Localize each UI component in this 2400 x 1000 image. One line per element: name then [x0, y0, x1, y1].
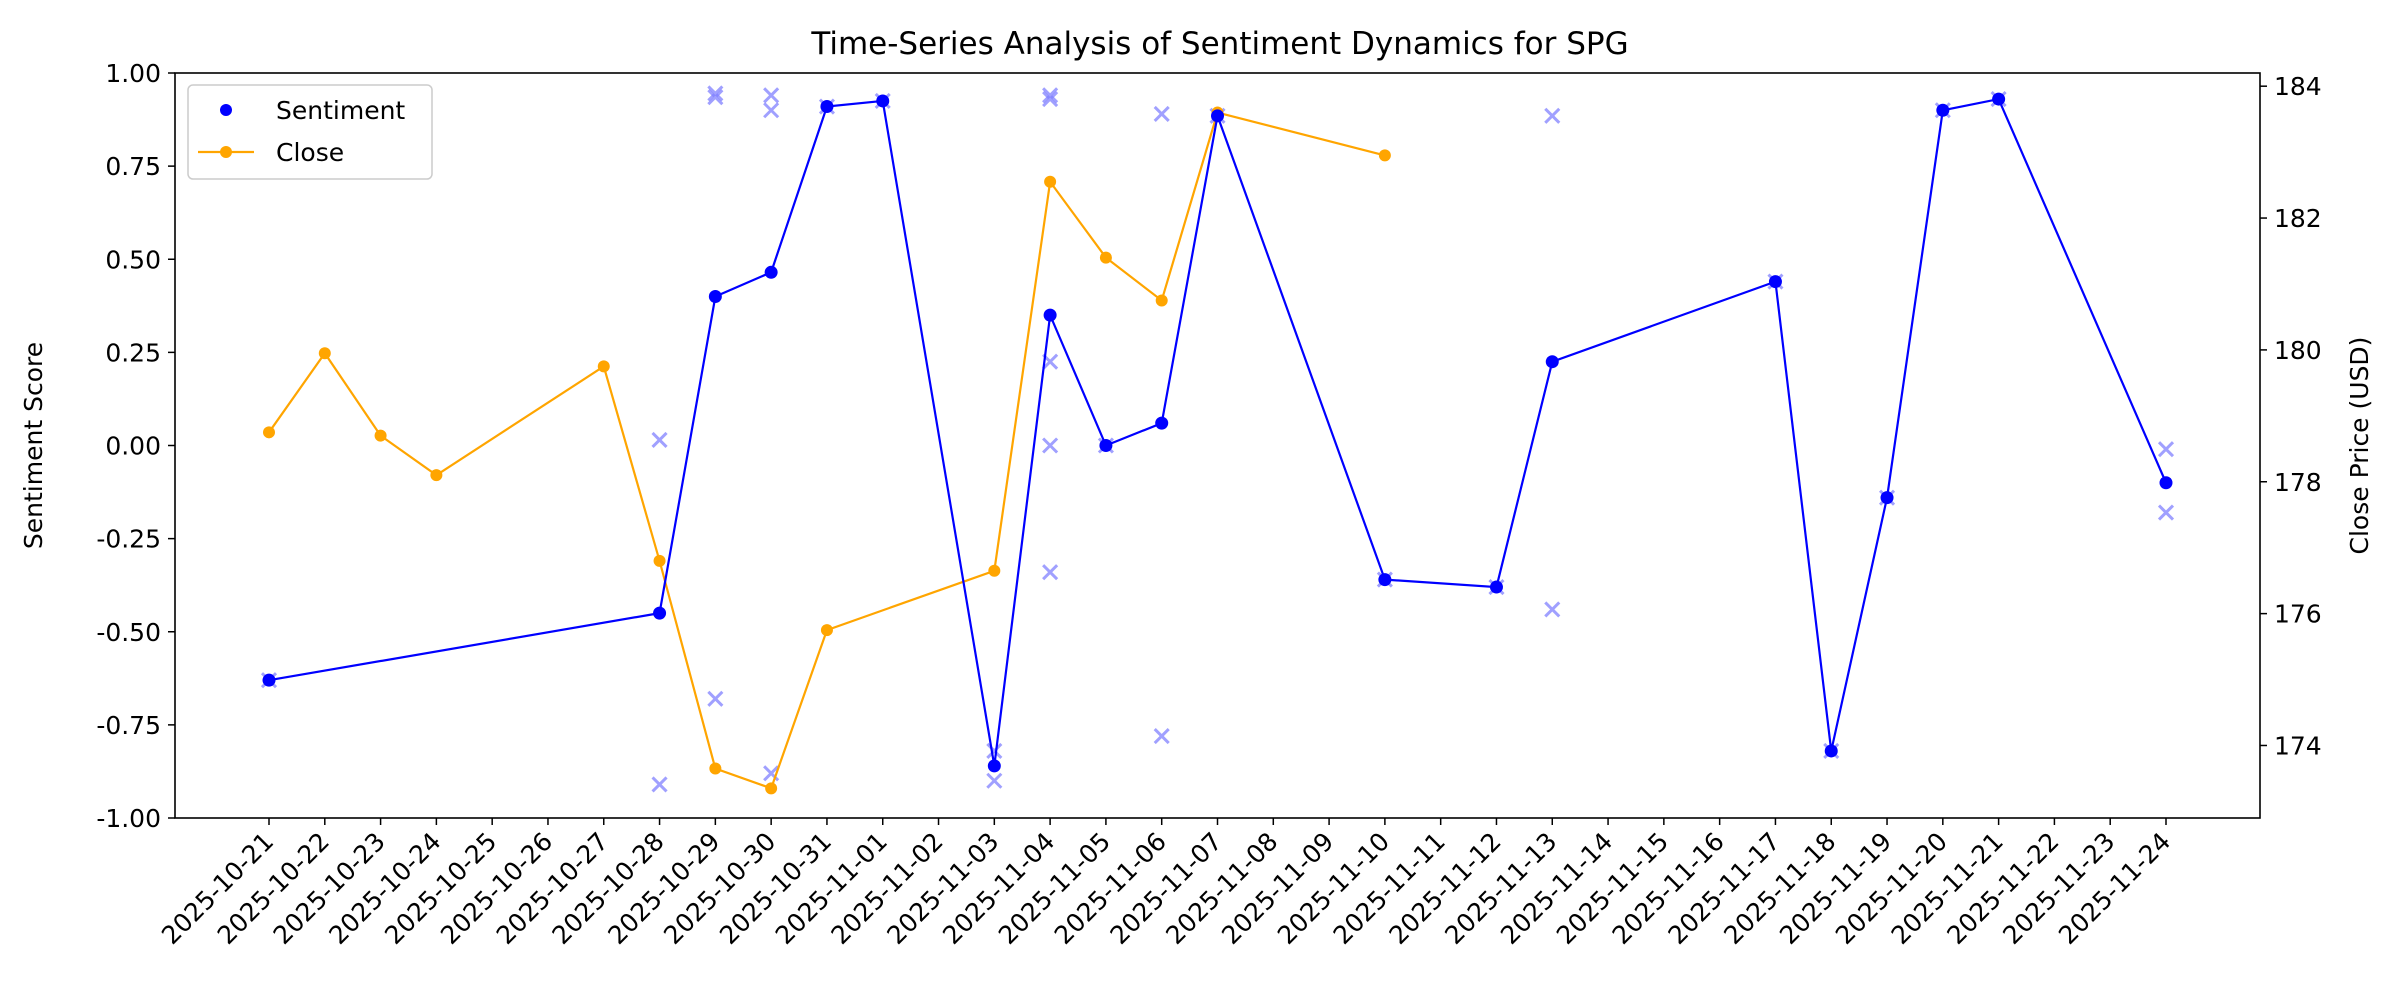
legend-box	[187, 84, 433, 180]
sentiment-point	[820, 100, 834, 114]
raw-sentiment-point	[1042, 564, 1059, 581]
legend-close-marker	[220, 146, 232, 158]
y2-tick-label: 178	[2274, 468, 2322, 497]
y2-axis-label: Close Price (USD)	[2345, 337, 2374, 555]
close-point	[430, 469, 443, 482]
sentiment-point	[1043, 308, 1057, 322]
y-axis-label: Sentiment Score	[19, 342, 48, 549]
raw-sentiment-point	[1153, 727, 1170, 745]
sentiment-point	[708, 290, 722, 303]
y2-tick-label: 176	[2274, 600, 2322, 629]
sentiment-point	[1155, 416, 1169, 430]
close-point	[597, 360, 610, 373]
close-point	[1099, 251, 1112, 264]
y-axis-left: -1.00 -0.75 -0.50 -0.25 0.00 0.25 0.50 0.75 1.00	[96, 59, 175, 833]
close-point	[318, 347, 331, 360]
sentiment-point	[1992, 92, 2006, 106]
raw-sentiment-point	[763, 102, 780, 119]
y-tick-label: -0.50	[96, 618, 161, 647]
raw-sentiment-point	[707, 89, 724, 106]
legend: Sentiment Close	[187, 84, 433, 180]
raw-sentiment-point	[2157, 441, 2175, 458]
raw-sentiment-point	[651, 431, 668, 448]
close-point	[653, 554, 666, 567]
sentiment-point	[653, 606, 667, 620]
sentiment-point	[262, 673, 276, 687]
y2-tick-label: 174	[2274, 731, 2322, 760]
sentiment-point	[1936, 103, 1950, 117]
close-point	[1155, 294, 1168, 307]
sentiment-point	[1824, 744, 1838, 758]
sentiment-series-layer	[262, 92, 2173, 773]
close-series-layer	[263, 106, 1391, 795]
y-tick-label: -1.00	[96, 804, 161, 833]
raw-sentiment-point	[1544, 601, 1561, 618]
sentiment-point	[987, 759, 1001, 773]
y-tick-label: -0.75	[96, 711, 161, 740]
legend-sentiment-label: Sentiment	[276, 96, 405, 125]
legend-sentiment-marker	[220, 104, 232, 116]
y-tick-label: 0.50	[105, 245, 161, 274]
raw-sentiment-point	[1544, 107, 1561, 124]
raw-sentiment-point	[986, 772, 1003, 789]
sentiment-point	[1489, 580, 1503, 594]
sentiment-point	[1545, 355, 1559, 369]
sentiment-point	[1211, 109, 1224, 123]
y-tick-label: 0.75	[105, 152, 161, 181]
y-axis-right: 174 176 178 180 182 184	[2260, 72, 2322, 760]
close-point	[820, 624, 833, 637]
y2-tick-label: 182	[2274, 204, 2322, 233]
close-point	[374, 429, 387, 442]
sentiment-point	[764, 265, 778, 279]
y2-tick-label: 184	[2274, 72, 2322, 101]
raw-sentiment-point	[707, 85, 724, 102]
raw-sentiment-point	[651, 776, 668, 793]
raw-sentiment-point	[2157, 504, 2175, 521]
sentiment-point	[2159, 476, 2173, 490]
sentiment-point	[1768, 275, 1782, 289]
raw-sentiment-point	[1042, 437, 1059, 454]
y-tick-label: 0.25	[105, 338, 161, 367]
sentiment-point	[1880, 491, 1894, 505]
y-tick-label: -0.25	[96, 525, 161, 554]
chart-title: Time-Series Analysis of Sentiment Dynami…	[810, 26, 1628, 62]
close-point	[988, 564, 1001, 577]
sentiment-point	[1099, 439, 1113, 452]
close-point	[263, 426, 275, 439]
legend-close-label: Close	[276, 138, 344, 167]
y-tick-label: 0.00	[105, 432, 161, 461]
raw-sentiment-point	[1153, 105, 1170, 123]
raw-sentiment-point	[763, 87, 780, 104]
close-point	[1044, 175, 1057, 188]
close-point	[709, 762, 722, 775]
y-tick-label: 1.00	[105, 59, 161, 88]
close-point	[1378, 149, 1391, 162]
y2-tick-label: 180	[2274, 336, 2322, 365]
sentiment-line	[268, 97, 2168, 767]
close-point	[765, 782, 778, 795]
sentiment-point	[1378, 573, 1392, 587]
raw-sentiment-point	[707, 690, 724, 707]
sentiment-point	[876, 94, 890, 108]
raw-sentiment-point	[986, 742, 1003, 760]
raw-sentiment-point	[1042, 87, 1059, 104]
raw-sentiment-point	[1042, 91, 1059, 108]
